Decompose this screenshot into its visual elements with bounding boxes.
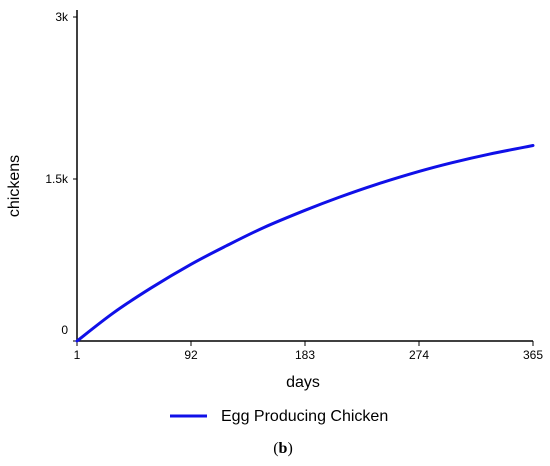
caption-close-paren: ) xyxy=(287,440,292,457)
figure-caption: (b) xyxy=(273,440,293,457)
caption-letter: b xyxy=(279,440,288,457)
x-tick-label: 183 xyxy=(295,348,315,362)
y-tick-label: 3k xyxy=(55,10,69,24)
y-axis-title: chickens xyxy=(6,155,23,217)
series-line-egg-producing-chicken xyxy=(75,144,535,343)
x-tick-label: 274 xyxy=(409,348,429,362)
legend-label-egg-producing-chicken: Egg Producing Chicken xyxy=(221,408,388,425)
series-group xyxy=(75,144,535,343)
y-tick-label: 1.5k xyxy=(45,172,69,186)
x-axis-ticks: 1 92 183 274 365 xyxy=(74,341,543,362)
x-axis-title: days xyxy=(286,374,320,391)
y-axis-ticks: 0 1.5k 3k xyxy=(45,10,77,342)
y-tick-label: 0 xyxy=(61,323,68,337)
legend: Egg Producing Chicken xyxy=(170,408,388,425)
x-tick-label: 1 xyxy=(74,348,81,362)
x-tick-label: 92 xyxy=(184,348,198,362)
x-tick-label: 365 xyxy=(523,348,543,362)
caption-open-paren: ( xyxy=(273,440,278,457)
